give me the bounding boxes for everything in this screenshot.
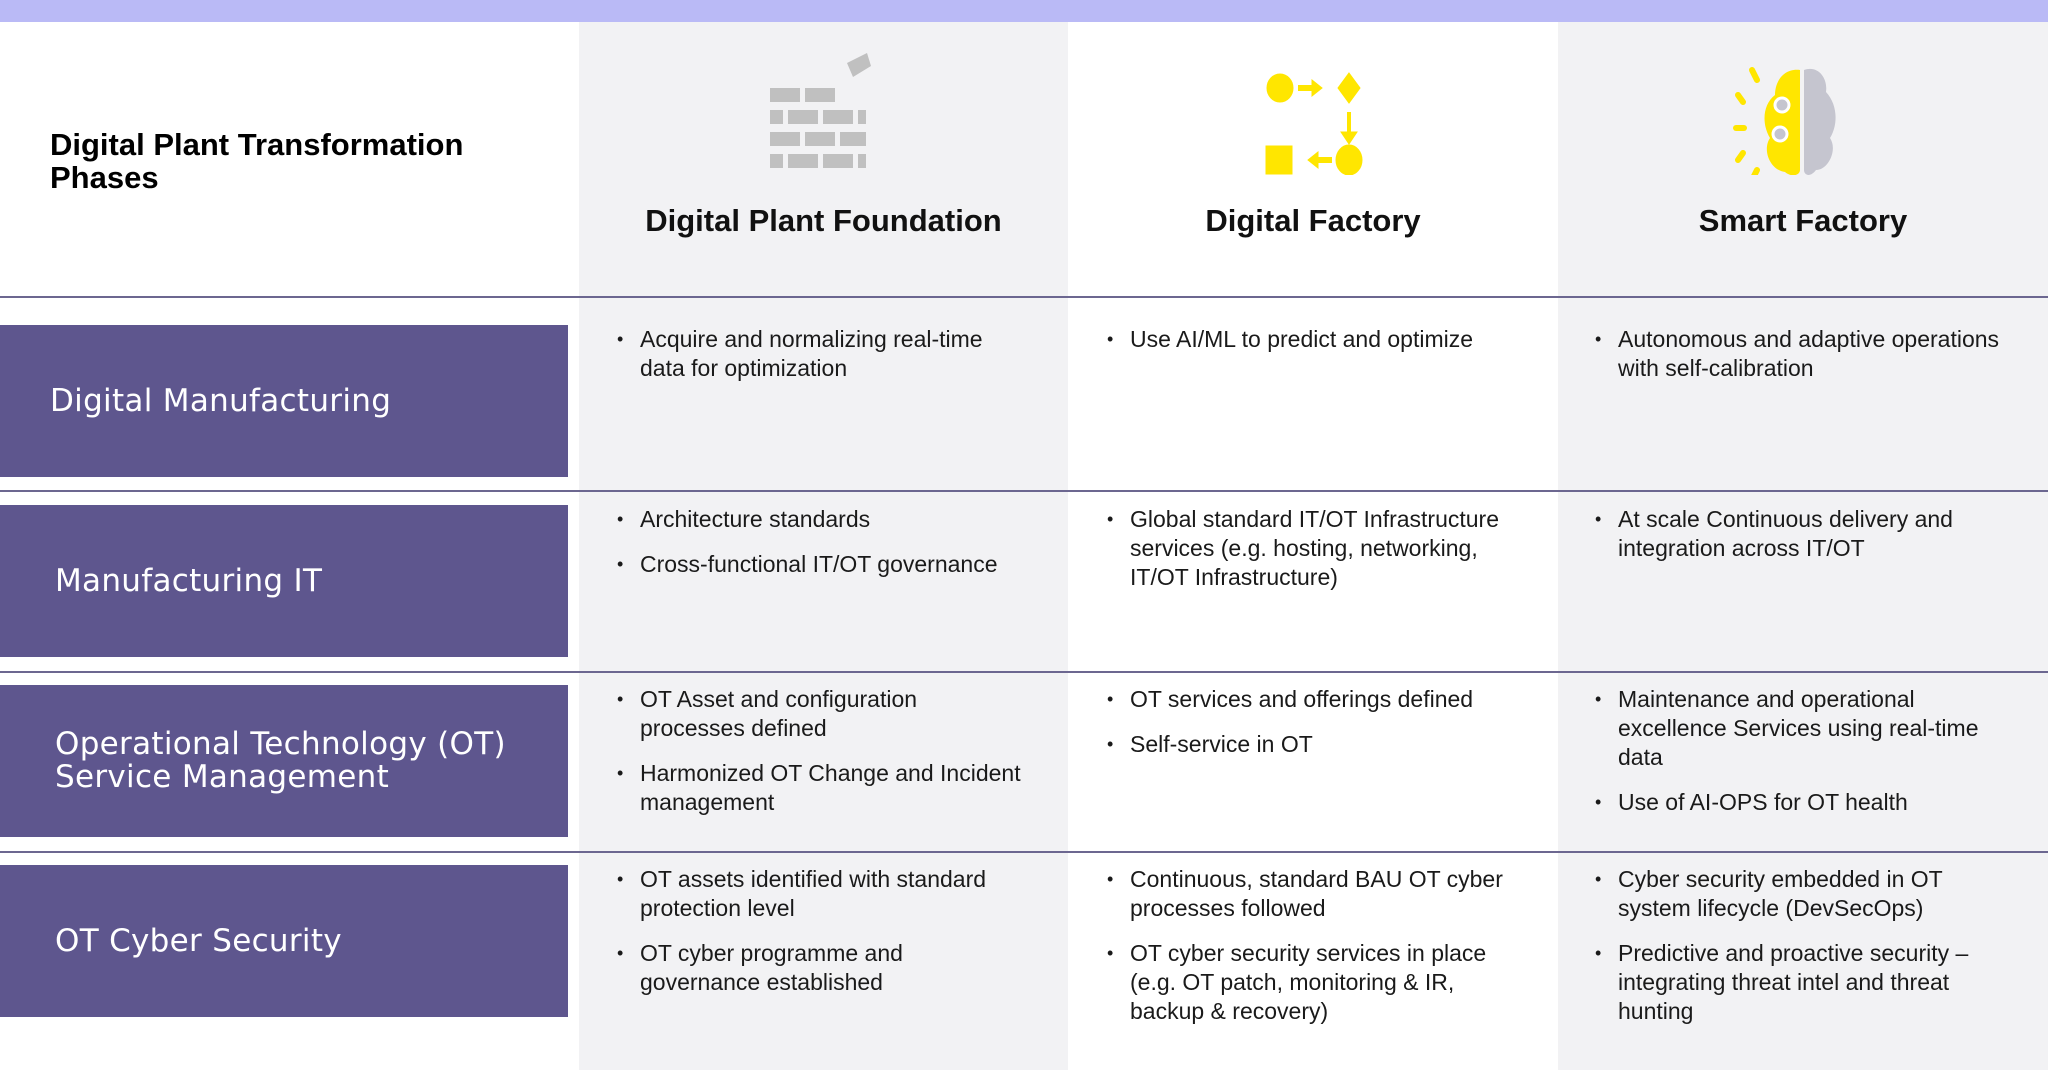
- row-header-digital-manufacturing: Digital Manufacturing: [0, 325, 568, 477]
- column-heading-digital-factory: Digital Factory: [1205, 203, 1421, 238]
- table-cell: Architecture standards Cross-functional I…: [617, 505, 1027, 595]
- bullet-list: Global standard IT/OT Infrastructure ser…: [1107, 505, 1517, 592]
- row-header-ot-cyber-security: OT Cyber Security: [0, 865, 568, 1017]
- brick-wall-icon: [770, 53, 871, 168]
- bullet-item: Continuous, standard BAU OT cyber proces…: [1107, 865, 1517, 923]
- bullet-item: Acquire and normalizing real-time data f…: [617, 325, 1027, 383]
- row-header-ot-service-management: Operational Technology (OT) Service Mana…: [0, 685, 568, 837]
- table-cell: Cyber security embedded in OT system lif…: [1595, 865, 2015, 1042]
- divider: [0, 296, 2048, 298]
- bullet-list: OT services and offerings defined Self-se…: [1107, 685, 1517, 759]
- bullet-list: Continuous, standard BAU OT cyber proces…: [1107, 865, 1517, 1026]
- table-cell: Continuous, standard BAU OT cyber proces…: [1107, 865, 1517, 1042]
- table-cell: At scale Continuous delivery and integra…: [1595, 505, 2015, 579]
- top-accent-bar: [0, 0, 2048, 22]
- bullet-item: At scale Continuous delivery and integra…: [1595, 505, 2015, 563]
- page-title: Digital Plant Transformation Phases: [50, 127, 464, 195]
- divider: [0, 671, 2048, 673]
- bullet-item: Architecture standards: [617, 505, 1027, 534]
- row-header-manufacturing-it: Manufacturing IT: [0, 505, 568, 657]
- bullet-item: OT Asset and configuration processes def…: [617, 685, 1027, 743]
- bullet-item: OT cyber programme and governance establ…: [617, 939, 1027, 997]
- table-cell: Global standard IT/OT Infrastructure ser…: [1107, 505, 1517, 608]
- table-cell: Maintenance and operational excellence S…: [1595, 685, 2015, 833]
- bullet-list: Architecture standards Cross-functional I…: [617, 505, 1027, 579]
- bullet-item: Self-service in OT: [1107, 730, 1517, 759]
- bullet-list: Autonomous and adaptive operations with …: [1595, 325, 2015, 383]
- bullet-item: OT services and offerings defined: [1107, 685, 1517, 714]
- bullet-list: At scale Continuous delivery and integra…: [1595, 505, 2015, 563]
- bullet-item: Use of AI-OPS for OT health: [1595, 788, 2015, 817]
- column-heading-smart-factory: Smart Factory: [1698, 203, 1908, 238]
- bullet-item: Autonomous and adaptive operations with …: [1595, 325, 2015, 383]
- divider: [0, 490, 2048, 492]
- divider: [0, 851, 2048, 853]
- bullet-item: OT cyber security services in place (e.g…: [1107, 939, 1517, 1026]
- bullet-item: Cyber security embedded in OT system lif…: [1595, 865, 2015, 923]
- bullet-item: OT assets identified with standard prote…: [617, 865, 1027, 923]
- table-cell: Acquire and normalizing real-time data f…: [617, 325, 1027, 399]
- bullet-item: Harmonized OT Change and Incident manage…: [617, 759, 1027, 817]
- bullet-item: Cross-functional IT/OT governance: [617, 550, 1027, 579]
- bullet-list: Cyber security embedded in OT system lif…: [1595, 865, 2015, 1026]
- bullet-list: Maintenance and operational excellence S…: [1595, 685, 2015, 817]
- bullet-list: OT Asset and configuration processes def…: [617, 685, 1027, 817]
- bullet-item: Maintenance and operational excellence S…: [1595, 685, 2015, 772]
- process-flow-icon: [1265, 72, 1363, 175]
- brain-gears-icon: [1733, 67, 1836, 175]
- bullet-list: OT assets identified with standard prote…: [617, 865, 1027, 997]
- bullet-item: Use AI/ML to predict and optimize: [1107, 325, 1517, 354]
- bullet-item: Global standard IT/OT Infrastructure ser…: [1107, 505, 1517, 592]
- table-cell: OT Asset and configuration processes def…: [617, 685, 1027, 833]
- table-cell: OT services and offerings defined Self-se…: [1107, 685, 1517, 775]
- table-cell: Autonomous and adaptive operations with …: [1595, 325, 2015, 399]
- bullet-list: Acquire and normalizing real-time data f…: [617, 325, 1027, 383]
- column-heading-foundation: Digital Plant Foundation: [645, 203, 1002, 238]
- table-cell: Use AI/ML to predict and optimize: [1107, 325, 1517, 370]
- bullet-item: Predictive and proactive security – inte…: [1595, 939, 2015, 1026]
- table-cell: OT assets identified with standard prote…: [617, 865, 1027, 1013]
- bullet-list: Use AI/ML to predict and optimize: [1107, 325, 1517, 354]
